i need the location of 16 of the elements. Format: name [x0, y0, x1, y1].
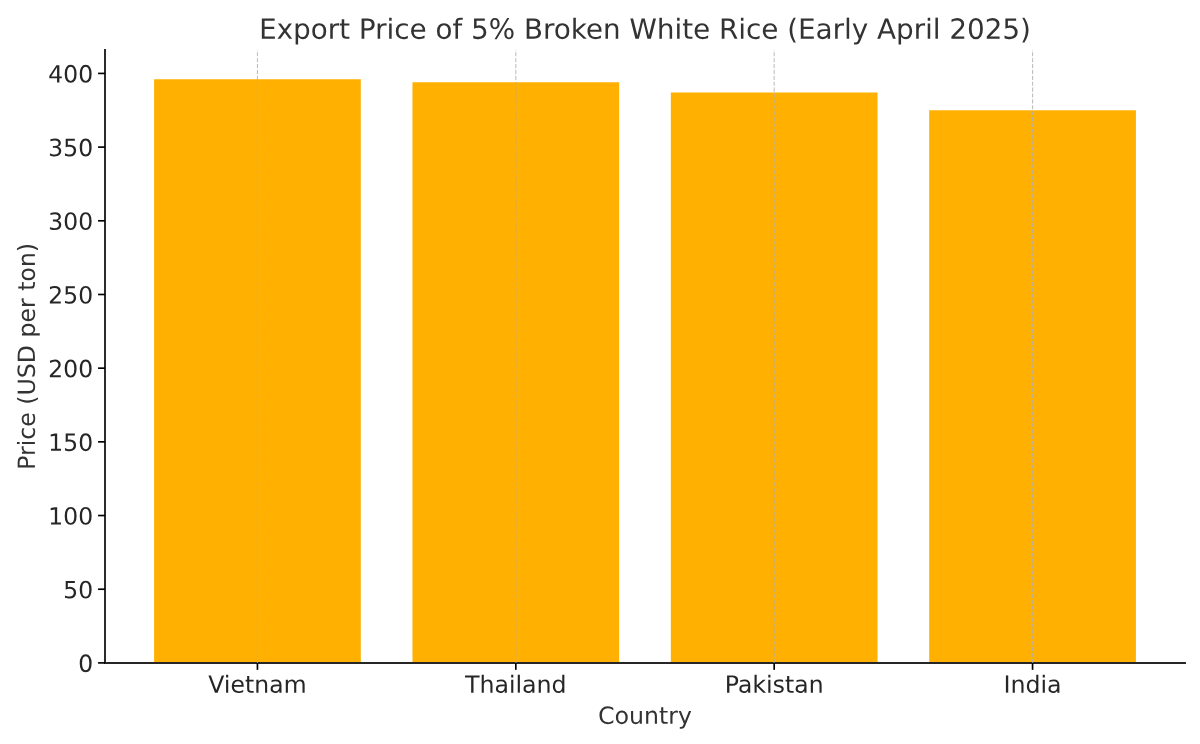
y-tick-label: 400 — [49, 64, 92, 83]
y-axis-title: Price (USD per ton) — [16, 244, 40, 468]
y-tick-label: 150 — [50, 433, 92, 452]
y-tick-label: 300 — [49, 212, 92, 231]
x-tick-label: India — [1005, 674, 1060, 693]
y-tick-label: 350 — [49, 138, 92, 157]
x-axis-title: Country — [599, 706, 692, 729]
y-tick-label: 0 — [79, 654, 92, 673]
x-tick-label: Thailand — [465, 674, 565, 693]
y-tick-label: 250 — [49, 285, 92, 304]
y-tick-label: 200 — [49, 359, 92, 378]
x-tick-label: Vietnam — [208, 674, 305, 693]
x-tick-label: Pakistan — [727, 674, 822, 693]
y-tick-label: 50 — [64, 580, 92, 599]
chart-title: Export Price of 5% Broken White Rice (Early April 2025) — [261, 17, 1029, 45]
y-tick-label: 100 — [50, 506, 92, 525]
